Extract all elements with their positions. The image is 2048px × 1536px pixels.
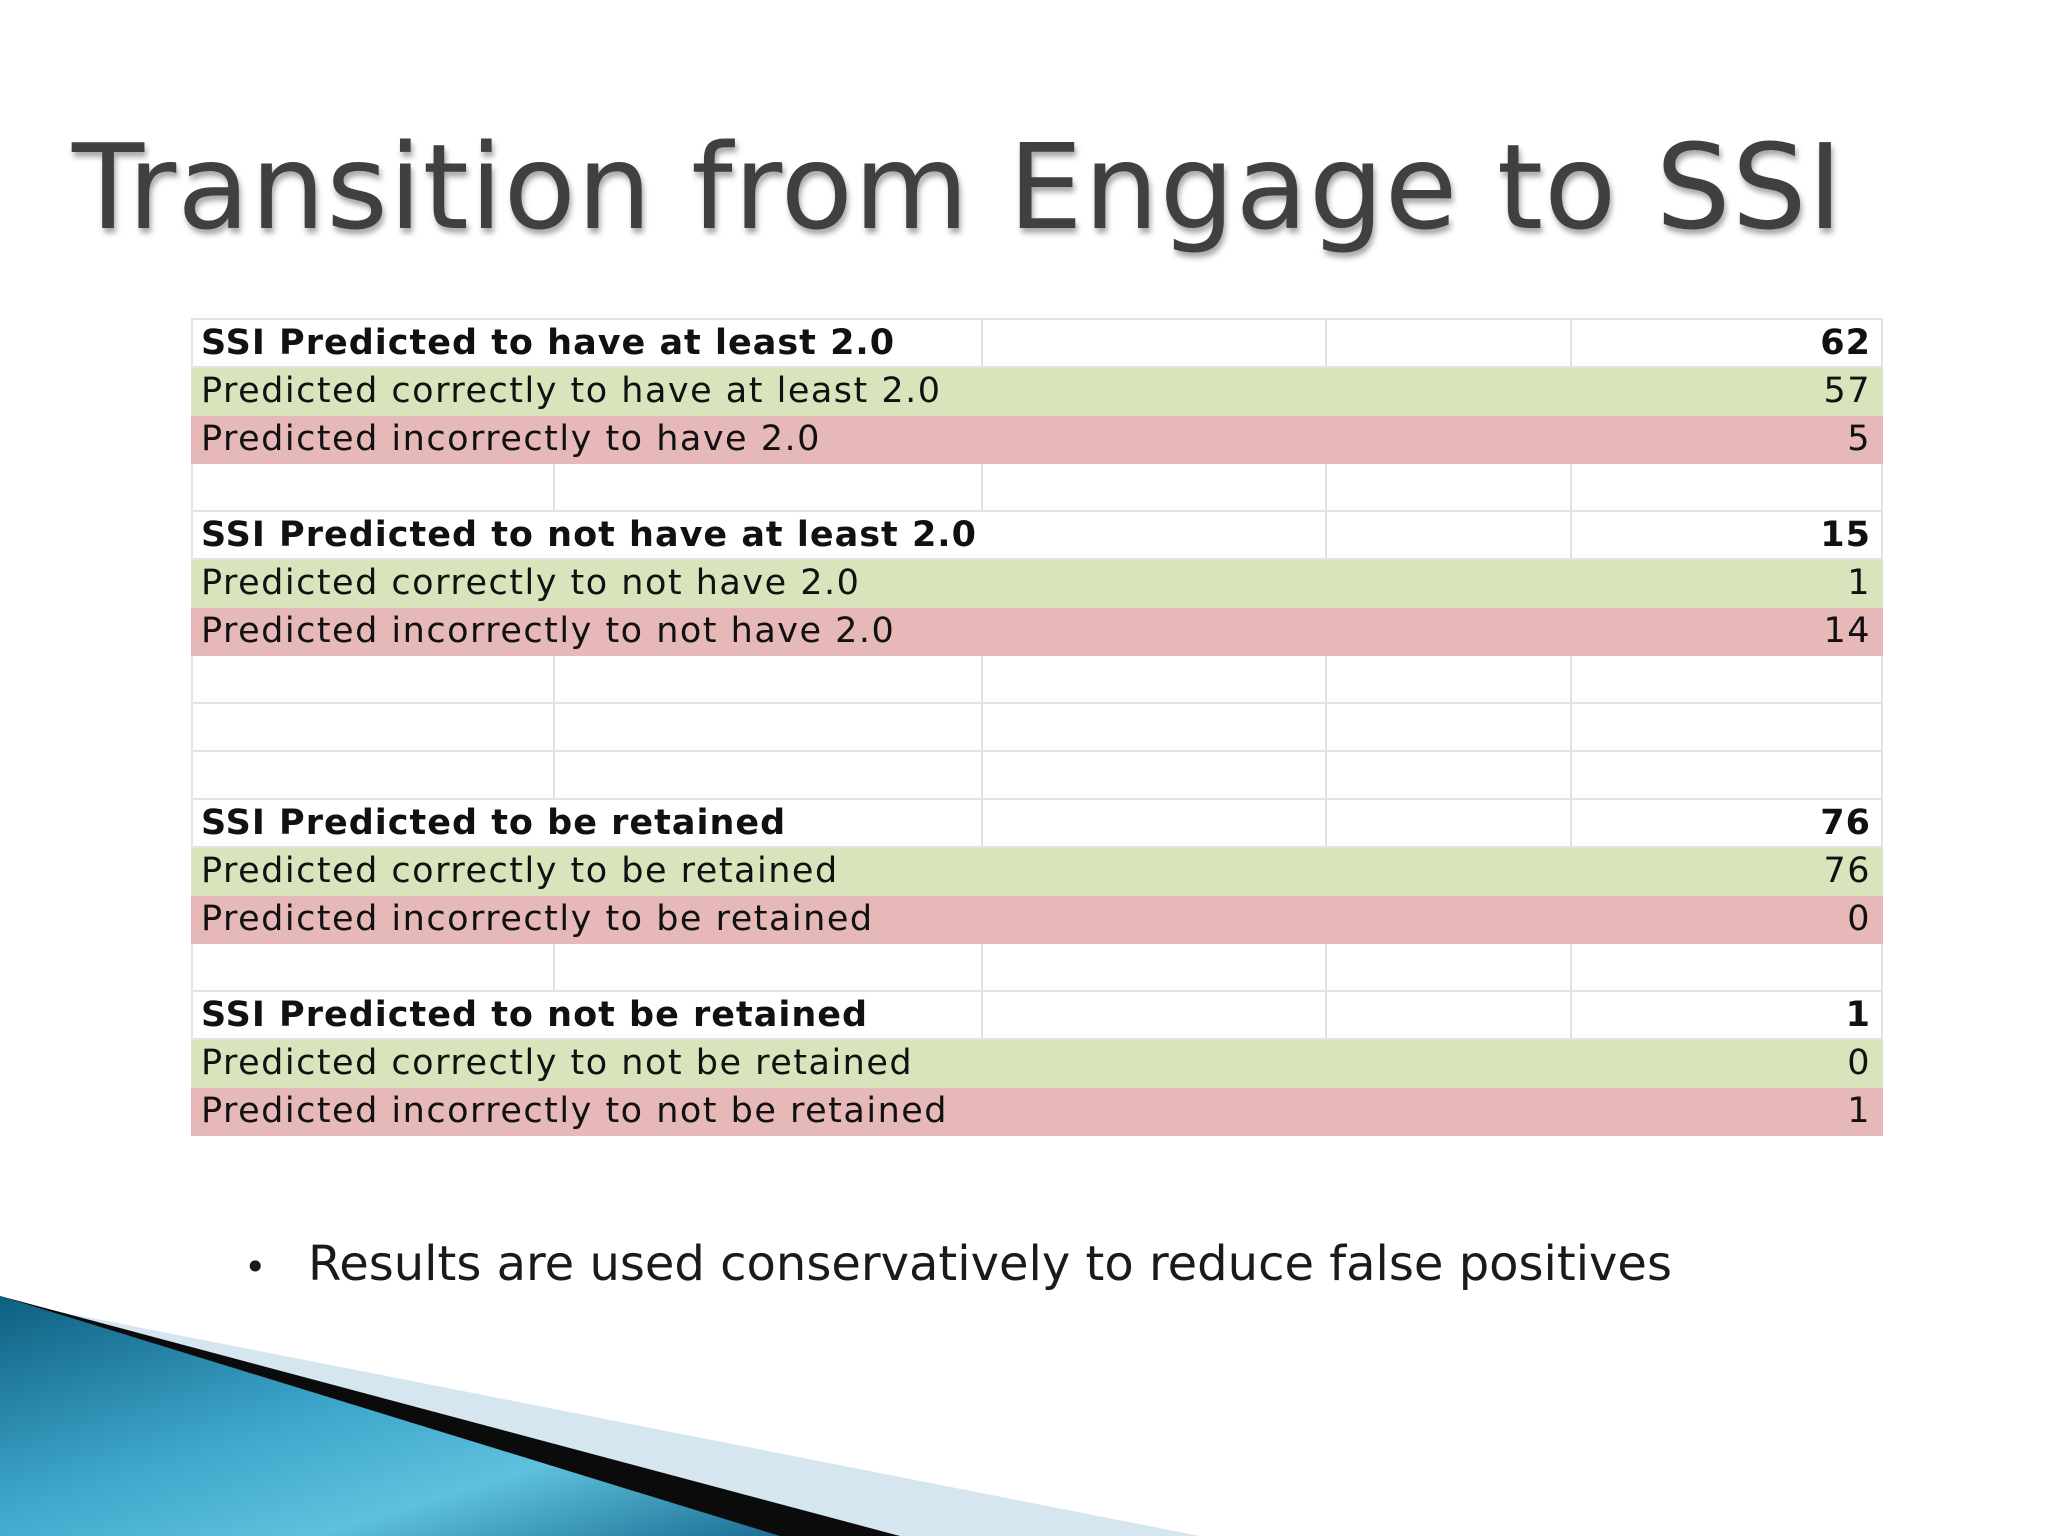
table-row-empty (191, 702, 1884, 752)
row-value: 76 (1570, 798, 1884, 848)
row-value: 0 (1570, 894, 1884, 944)
table-row-empty (191, 654, 1884, 704)
empty-cell (981, 990, 1328, 1040)
row-label: Predicted incorrectly to not be retained (190, 1086, 1573, 1136)
table-row-incorrect: Predicted incorrectly to be retained 0 (190, 894, 1884, 944)
row-label: SSI Predicted to not have at least 2.0 (190, 510, 1328, 560)
table-row-group-header: SSI Predicted to be retained 76 (190, 798, 1884, 848)
row-label: Predicted incorrectly to have 2.0 (190, 414, 1573, 464)
row-label: Predicted correctly to not have 2.0 (190, 558, 1573, 608)
row-value: 62 (1570, 318, 1884, 368)
row-label: SSI Predicted to be retained (190, 798, 984, 848)
table-row-incorrect: Predicted incorrectly to have 2.0 5 (190, 414, 1884, 464)
swoosh-black-band (0, 1296, 900, 1536)
row-value: 76 (1570, 846, 1884, 896)
bullet-item: • Results are used conservatively to redu… (244, 1236, 1672, 1292)
table-row-correct: Predicted correctly to not have 2.0 1 (190, 558, 1884, 608)
row-value: 1 (1570, 558, 1884, 608)
bullet-text: Results are used conservatively to reduc… (308, 1236, 1672, 1292)
table-row-empty (191, 750, 1884, 800)
row-label: Predicted correctly to be retained (190, 846, 1573, 896)
row-value: 0 (1570, 1038, 1884, 1088)
empty-cell (1325, 510, 1573, 560)
row-value: 5 (1570, 414, 1884, 464)
table-row-incorrect: Predicted incorrectly to not be retained… (190, 1086, 1884, 1136)
slide-title: Transition from Engage to SSI (72, 118, 1844, 256)
row-value: 14 (1570, 606, 1884, 656)
swoosh-pale-band (0, 1300, 1200, 1536)
table-row-correct: Predicted correctly to be retained 76 (190, 846, 1884, 896)
row-value: 15 (1570, 510, 1884, 560)
table-row-empty (191, 942, 1884, 992)
empty-cell (1325, 318, 1573, 368)
empty-cell (1325, 798, 1573, 848)
bullet-dot-icon: • (244, 1245, 267, 1289)
row-label: Predicted correctly to not be retained (190, 1038, 1573, 1088)
empty-cell (981, 318, 1328, 368)
row-label: Predicted correctly to have at least 2.0 (190, 366, 1573, 416)
table-row-group-header: SSI Predicted to not have at least 2.0 1… (190, 510, 1884, 560)
table-row-group-header: SSI Predicted to not be retained 1 (190, 990, 1884, 1040)
row-value: 1 (1570, 1086, 1884, 1136)
table-row-group-header: SSI Predicted to have at least 2.0 62 (190, 318, 1884, 368)
row-value: 57 (1570, 366, 1884, 416)
empty-cell (1325, 990, 1573, 1040)
table-row-correct: Predicted correctly to have at least 2.0… (190, 366, 1884, 416)
empty-cell (981, 798, 1328, 848)
row-value: 1 (1570, 990, 1884, 1040)
row-label: SSI Predicted to have at least 2.0 (190, 318, 984, 368)
results-table: SSI Predicted to have at least 2.0 62 Pr… (190, 318, 1884, 1136)
swoosh-blue-band (0, 1296, 780, 1536)
table-row-incorrect: Predicted incorrectly to not have 2.0 14 (190, 606, 1884, 656)
table-row-empty (191, 462, 1884, 512)
row-label: SSI Predicted to not be retained (190, 990, 984, 1040)
table-row-correct: Predicted correctly to not be retained 0 (190, 1038, 1884, 1088)
row-label: Predicted incorrectly to be retained (190, 894, 1573, 944)
row-label: Predicted incorrectly to not have 2.0 (190, 606, 1573, 656)
